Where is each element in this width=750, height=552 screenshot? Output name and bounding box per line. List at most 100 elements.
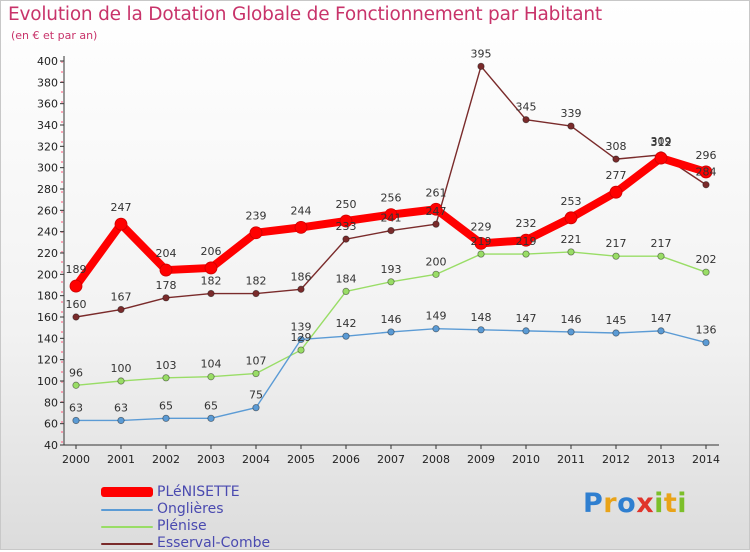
data-label: 145 [606,314,627,327]
legend-label: PLéNISETTE [157,484,240,500]
data-label: 96 [69,366,83,379]
data-point [477,326,485,334]
y-tick-label: 360 [37,98,58,111]
data-label: 345 [516,101,537,114]
x-tick-label: 2010 [512,453,540,466]
data-label: 104 [201,358,222,371]
data-point [252,289,260,298]
data-point [567,328,575,336]
data-label: 229 [471,220,492,233]
data-point [297,335,305,343]
chart-subtitle: (en € et par an) [11,29,98,42]
data-point [294,220,308,234]
data-point [384,208,398,222]
data-point [564,211,578,225]
x-tick-label: 2001 [107,453,135,466]
data-label: 217 [606,237,627,250]
data-label: 206 [201,245,222,258]
y-tick-label: 120 [37,354,58,367]
y-tick-label: 200 [37,268,58,281]
data-point [72,381,80,389]
data-point [699,165,713,179]
data-point [297,285,305,293]
data-point [342,287,350,295]
x-tick-label: 2007 [377,453,405,466]
data-label: 232 [516,217,537,230]
data-point [567,248,575,256]
data-label: 312 [651,136,672,149]
data-point [567,122,575,130]
data-label: 233 [336,220,357,233]
data-point [342,332,350,340]
x-tick-label: 2012 [602,453,630,466]
data-point [114,217,128,231]
x-tick-label: 2000 [62,453,90,466]
data-label: 65 [204,399,218,412]
data-label: 221 [561,233,582,246]
data-point [72,313,80,321]
series-layer [69,62,713,425]
data-point [657,327,665,335]
data-point [207,289,215,298]
data-point [117,305,125,314]
data-point [432,325,440,333]
x-tick-label: 2011 [557,453,585,466]
data-point [339,214,353,228]
data-label: 63 [69,401,83,414]
data-label: 284 [696,166,717,179]
data-point [702,338,710,347]
legend-label: Plénise [157,518,207,534]
data-label: 308 [606,140,627,153]
data-label: 146 [381,313,402,326]
logo-letter: x [636,488,655,519]
data-point [702,268,710,276]
data-point [429,202,443,216]
data-label: 142 [336,317,357,330]
data-point [609,185,623,199]
data-label: 160 [66,298,87,311]
y-tick-label: 140 [37,332,58,345]
data-point [162,294,170,302]
x-tick-label: 2009 [467,453,495,466]
legend-label: Esserval-Combe [157,535,271,551]
data-label: 149 [426,310,447,323]
x-tick-label: 2003 [197,453,225,466]
data-point [387,328,395,336]
data-point [474,236,488,250]
y-tick-label: 300 [37,162,58,175]
data-label: 189 [66,263,87,276]
data-label: 202 [696,253,717,266]
data-point [252,404,260,412]
data-label: 147 [651,312,672,325]
data-label: 217 [651,237,672,250]
data-point [249,226,263,240]
logo-letter: r [603,488,618,519]
data-label: 129 [291,331,312,344]
data-point [117,416,125,425]
logo-letter: i [677,488,688,519]
data-labels-layer: 189 247 204 206 239 244 250 256 261 229 232 253 277 3… [66,47,717,414]
data-label: 182 [201,275,222,288]
data-label: 247 [111,201,132,214]
data-point [387,227,395,235]
y-tick-label: 100 [37,375,58,388]
x-tick-label: 2014 [692,453,720,466]
data-label: 261 [426,186,447,199]
data-label: 146 [561,313,582,326]
data-point [522,327,530,335]
chart-axes: 40 60 80 100 120 140 160 180 200 220 240 260 280 300 3… [37,55,720,466]
y-tick-label: 260 [37,204,58,217]
data-label: 107 [246,355,267,368]
data-point [477,250,485,258]
data-label: 100 [111,362,132,375]
data-label: 277 [606,169,627,182]
x-tick-label: 2006 [332,453,360,466]
data-label: 193 [381,263,402,276]
data-label: 250 [336,198,357,211]
data-label: 309 [651,135,672,148]
y-tick-label: 160 [37,311,58,324]
data-label: 247 [426,205,447,218]
logo-letter: o [617,488,637,519]
logo-letter: t [663,488,678,519]
